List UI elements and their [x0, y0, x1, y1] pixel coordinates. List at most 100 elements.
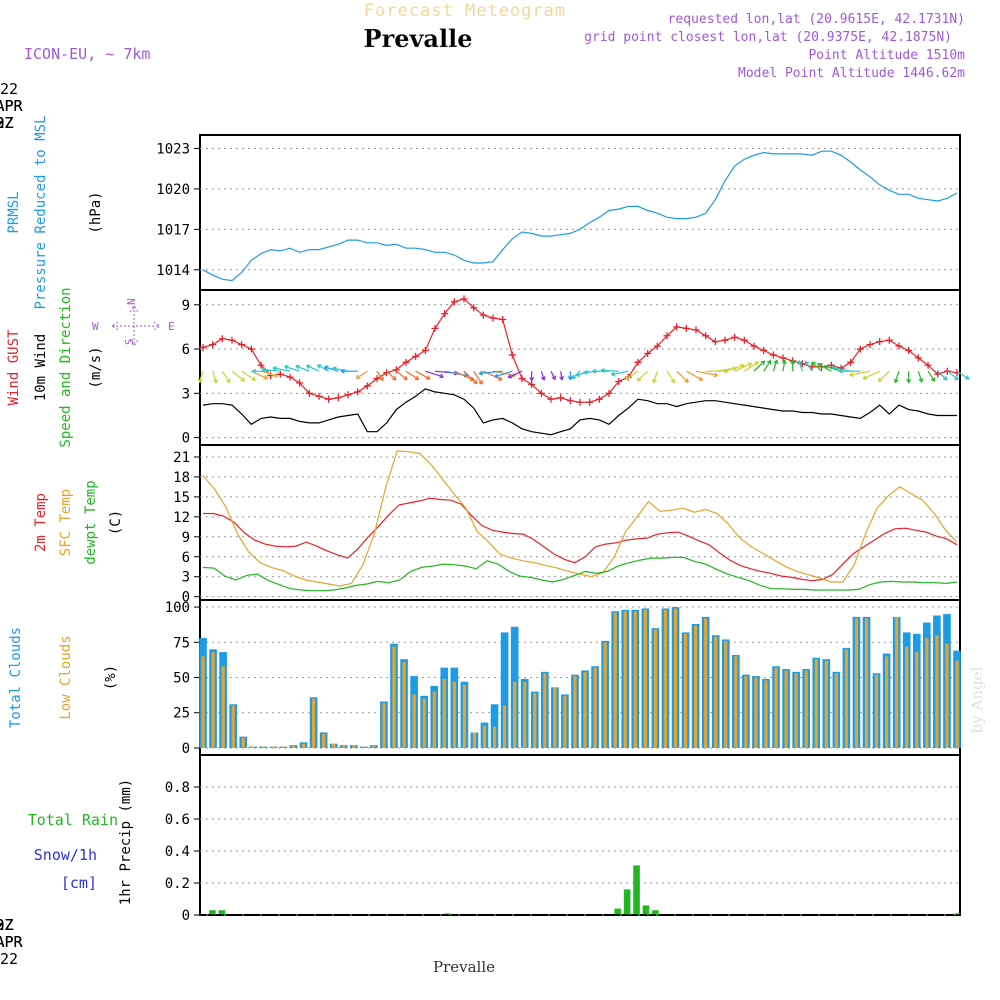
wind-vector — [550, 370, 556, 380]
wind-vector — [798, 360, 803, 372]
wind-vector — [306, 364, 320, 372]
wind-vector — [804, 360, 813, 372]
wind-vector — [862, 370, 880, 380]
low-cloud-bar — [422, 698, 426, 748]
wind-vector-head — [766, 359, 772, 365]
gust-marker — [615, 378, 623, 386]
panel-label-wind-2: Speed and Direction — [58, 287, 74, 447]
gust-marker — [673, 323, 681, 331]
chart-subtitle: Forecast Meteogram — [364, 1, 566, 21]
wind-vector — [937, 370, 948, 381]
gust-marker — [334, 394, 342, 402]
wind-vector-head — [414, 375, 420, 381]
wind-vector — [695, 370, 718, 377]
panel-label-wind-1: 10m Wind — [33, 334, 49, 401]
precip-bar — [444, 913, 452, 915]
low-cloud-bar — [352, 745, 356, 748]
ytick-label-temperature-2: 6 — [182, 550, 190, 566]
wind-vector — [415, 370, 431, 380]
low-cloud-bar — [885, 656, 889, 748]
low-cloud-bar — [714, 636, 718, 748]
gust-marker — [508, 351, 516, 359]
compass-arrows — [111, 305, 161, 347]
panel-label-wind-0: Wind GUST — [6, 329, 22, 405]
top-time-label-5-0: 12Z — [0, 114, 14, 132]
ytick-label-wind-1: 3 — [182, 386, 190, 402]
low-cloud-bar — [603, 642, 607, 748]
panel-label-clouds-2: (%) — [103, 665, 119, 690]
panel-frame-wind — [199, 289, 961, 446]
ytick-label-wind-0: 0 — [182, 431, 190, 447]
low-cloud-bar — [673, 608, 678, 748]
wind-vector-head — [877, 377, 883, 383]
wind-vector-head — [849, 372, 854, 377]
low-cloud-bar — [895, 616, 899, 748]
precip-bar — [218, 910, 226, 915]
gust-marker — [847, 358, 855, 366]
gust-marker — [247, 345, 255, 353]
gust-marker — [441, 310, 449, 318]
panel-label-temperature-1: SFC Temp — [58, 489, 74, 556]
wind-vector — [744, 361, 759, 372]
low-cloud-bar — [281, 746, 286, 748]
wind-vector-head — [197, 378, 203, 384]
wind-vector — [782, 360, 786, 372]
wind-vector — [295, 365, 310, 372]
gust-marker — [576, 398, 584, 406]
wind-vector — [473, 370, 483, 385]
bottom-time-label-4-1: 29APR — [0, 933, 24, 951]
low-cloud-bar — [402, 662, 406, 748]
low-cloud-bar — [834, 673, 838, 748]
low-cloud-bar — [814, 659, 818, 748]
ytick-label-precipitation-3: 0.6 — [165, 812, 190, 828]
low-cloud-bar — [432, 691, 436, 748]
wind-vector — [946, 370, 959, 381]
gust-marker — [537, 389, 545, 397]
low-cloud-bar — [915, 652, 919, 748]
top-time-label-2-1: 00Z — [0, 114, 14, 132]
low-cloud-bar — [774, 667, 778, 748]
wind-vector-head — [773, 359, 779, 365]
credit-watermark: by Angel — [968, 666, 986, 733]
wind-vector — [284, 365, 300, 372]
precip-bar — [209, 910, 216, 915]
wind-vector — [763, 360, 772, 372]
panel-label-temperature-2: dewpt Temp — [83, 480, 99, 564]
wind-vector-head — [252, 368, 257, 374]
low-cloud-bar — [583, 671, 587, 748]
low-cloud-bar — [784, 670, 788, 748]
low-cloud-bar — [442, 678, 446, 748]
low-cloud-bar — [261, 746, 265, 748]
gust-marker — [876, 338, 884, 346]
low-cloud-bar — [271, 746, 275, 748]
panel-label-pressure-2: (hPa) — [88, 191, 104, 233]
ytick-label-clouds-4: 100 — [165, 600, 190, 616]
wind-vector-head — [575, 372, 581, 377]
wind-vector — [405, 370, 419, 380]
wind-vector-head — [571, 374, 577, 380]
wind-vector-head — [592, 368, 597, 374]
wind-vector — [507, 370, 523, 379]
wind-vector — [927, 370, 936, 382]
low-cloud-bar — [794, 673, 798, 748]
low-cloud-bar — [704, 618, 708, 748]
low-cloud-bar — [241, 738, 245, 748]
gust-marker — [866, 341, 874, 349]
wind-vector — [817, 363, 832, 372]
wind-vector — [734, 362, 752, 372]
ytick-label-temperature-1: 3 — [182, 570, 190, 586]
low-cloud-bar — [492, 726, 497, 748]
wind-vector-head — [918, 378, 924, 383]
gust-marker — [383, 369, 391, 377]
total-cloud-bar — [500, 632, 509, 748]
wind-vector-head — [226, 378, 231, 384]
wind-vector-head — [494, 373, 499, 379]
wind-vector-head — [567, 376, 573, 381]
gust-marker — [702, 332, 710, 340]
gust-marker — [692, 326, 700, 334]
ytick-label-temperature-5: 15 — [173, 490, 190, 506]
gust-marker — [325, 395, 333, 403]
wind-vector-head — [240, 377, 246, 382]
precip-bar — [614, 908, 621, 915]
wind-vector-head — [355, 374, 361, 380]
